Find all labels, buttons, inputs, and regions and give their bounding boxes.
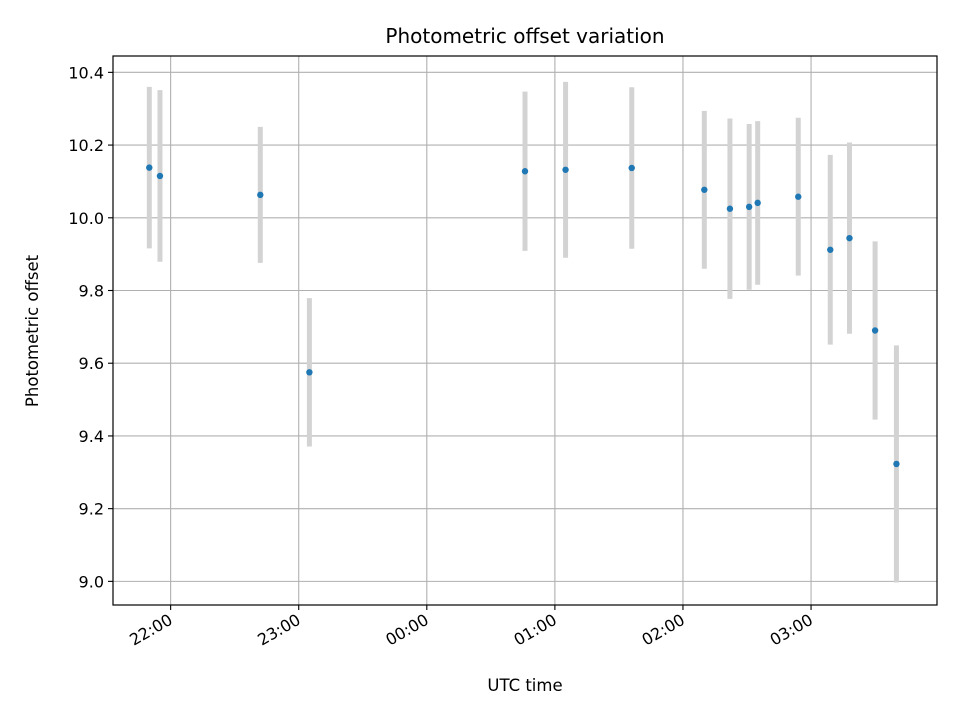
plot-frame: [112, 55, 938, 606]
data-point: [628, 164, 635, 172]
data-point: [726, 205, 734, 212]
data-point: [306, 369, 313, 376]
y-tick-label: 9.2: [79, 500, 104, 519]
data-point: [146, 164, 153, 171]
data-point: [701, 186, 708, 193]
data-point: [257, 191, 264, 199]
data-point: [745, 203, 753, 211]
data-point: [562, 166, 569, 173]
data-point: [827, 246, 834, 253]
y-tick-label: 10.2: [68, 136, 104, 155]
y-tick-label: 10.4: [68, 63, 104, 82]
y-tick-label: 9.6: [79, 354, 104, 373]
data-point: [795, 193, 802, 200]
y-tick-label: 9.0: [79, 572, 104, 591]
y-tick-label: 9.4: [79, 427, 104, 446]
chart-title: Photometric offset variation: [385, 24, 664, 48]
x-axis-title: UTC time: [487, 676, 562, 695]
data-point: [156, 172, 164, 180]
y-tick-label: 9.8: [79, 282, 104, 301]
y-axis-title: Photometric offset: [23, 254, 42, 407]
data-point: [871, 327, 879, 334]
data-point: [846, 234, 853, 242]
data-point: [893, 460, 900, 468]
data-point: [521, 168, 529, 175]
data-point: [754, 199, 761, 207]
data-points: [146, 164, 900, 468]
y-tick-label: 10.0: [68, 209, 104, 228]
